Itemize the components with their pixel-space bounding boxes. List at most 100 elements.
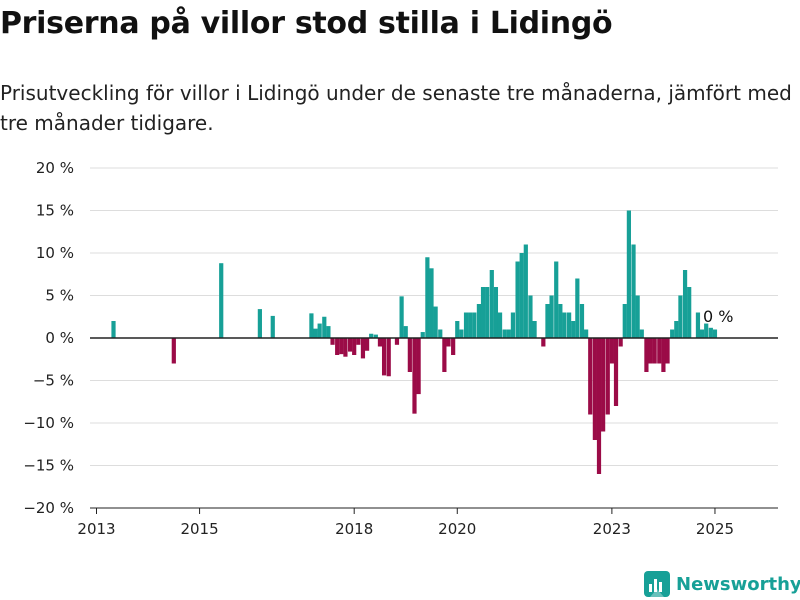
bar bbox=[528, 295, 533, 338]
x-tick-label: 2018 bbox=[335, 520, 373, 538]
newsworthy-logo: Newsworthy bbox=[644, 570, 800, 598]
bar bbox=[403, 326, 408, 338]
bar bbox=[631, 244, 636, 338]
bar bbox=[682, 270, 688, 338]
bar bbox=[519, 253, 524, 338]
chart-title: Priserna på villor stod stilla i Lidingö bbox=[0, 6, 613, 41]
bar bbox=[545, 304, 550, 338]
bar bbox=[661, 338, 666, 372]
bars bbox=[111, 210, 718, 474]
bar bbox=[219, 263, 224, 338]
bar bbox=[497, 312, 503, 338]
y-tick-label: 20 % bbox=[36, 159, 74, 177]
bar bbox=[605, 338, 610, 415]
bar bbox=[592, 338, 597, 440]
bar bbox=[558, 304, 563, 338]
y-tick-label: 0 % bbox=[45, 329, 74, 347]
bar bbox=[330, 338, 335, 345]
bar bbox=[639, 329, 644, 338]
x-tick-label: 2020 bbox=[438, 520, 476, 538]
bar bbox=[596, 338, 602, 474]
y-tick-label: 15 % bbox=[36, 202, 74, 220]
y-tick-label: −15 % bbox=[23, 457, 74, 475]
bar bbox=[270, 315, 275, 338]
bar bbox=[451, 338, 456, 355]
bar bbox=[644, 338, 649, 372]
bar bbox=[510, 312, 516, 338]
bar bbox=[377, 338, 383, 347]
bar bbox=[171, 338, 176, 364]
latest-value-annotation: 0 % bbox=[703, 307, 733, 326]
bar bbox=[420, 332, 425, 338]
y-tick-label: 10 % bbox=[36, 244, 74, 262]
bar bbox=[502, 329, 507, 338]
bar bbox=[322, 316, 327, 338]
bar bbox=[399, 296, 404, 338]
bar bbox=[381, 338, 387, 376]
bar bbox=[622, 304, 627, 338]
bar bbox=[476, 304, 482, 338]
x-tick-label: 2025 bbox=[696, 520, 734, 538]
bar bbox=[446, 338, 451, 347]
bar bbox=[326, 326, 331, 338]
bar bbox=[412, 338, 417, 414]
y-tick-label: 5 % bbox=[45, 287, 74, 305]
bar bbox=[425, 257, 430, 338]
bar bbox=[584, 329, 589, 338]
bar bbox=[317, 323, 322, 338]
bar bbox=[386, 338, 391, 377]
bar bbox=[657, 338, 662, 364]
bar bbox=[674, 321, 679, 338]
bar bbox=[356, 338, 361, 345]
bar bbox=[699, 329, 705, 338]
y-tick-label: −20 % bbox=[23, 499, 74, 517]
newsworthy-logo-text: Newsworthy bbox=[676, 573, 800, 595]
bar bbox=[613, 338, 619, 406]
bar bbox=[567, 312, 572, 338]
bar bbox=[670, 329, 675, 338]
bar bbox=[433, 306, 438, 338]
bar bbox=[360, 338, 366, 359]
bar bbox=[442, 338, 447, 372]
newsworthy-logo-icon bbox=[644, 571, 670, 597]
bar bbox=[459, 329, 464, 338]
bar bbox=[678, 295, 683, 338]
bar bbox=[394, 338, 400, 345]
bar bbox=[575, 278, 580, 338]
y-tick-label: −10 % bbox=[23, 414, 74, 432]
bar bbox=[111, 321, 116, 338]
bar bbox=[601, 338, 606, 432]
bar bbox=[352, 338, 357, 355]
bar bbox=[485, 287, 490, 338]
bar bbox=[541, 338, 546, 347]
bar bbox=[571, 321, 576, 338]
bar bbox=[652, 338, 657, 364]
bar bbox=[626, 210, 631, 338]
bar bbox=[335, 338, 340, 355]
bar bbox=[695, 312, 701, 338]
x-tick-label: 2023 bbox=[593, 520, 631, 538]
bar bbox=[472, 312, 477, 338]
bar bbox=[438, 329, 443, 338]
bar bbox=[347, 338, 353, 352]
bar bbox=[609, 338, 614, 364]
bar bbox=[523, 244, 528, 338]
bar bbox=[648, 338, 653, 364]
bar bbox=[343, 338, 348, 357]
bar bbox=[687, 287, 692, 338]
gridlines bbox=[90, 167, 778, 466]
bar bbox=[369, 333, 374, 338]
y-tick-label: −5 % bbox=[33, 372, 74, 390]
labels: 20 % 15 % 10 % 5 % 0 % −5 % −10 % −15 % −20 % 201… bbox=[23, 159, 734, 538]
bar bbox=[704, 323, 709, 338]
bar bbox=[339, 338, 344, 355]
bar bbox=[463, 312, 469, 338]
bar bbox=[579, 304, 585, 338]
bar bbox=[309, 313, 314, 338]
bar bbox=[313, 328, 318, 338]
bar bbox=[532, 321, 537, 338]
bar bbox=[562, 312, 567, 338]
bar bbox=[635, 295, 640, 338]
bar bbox=[712, 329, 718, 338]
chart-subtitle: Prisutveckling för villor i Lidingö unde… bbox=[0, 81, 792, 135]
